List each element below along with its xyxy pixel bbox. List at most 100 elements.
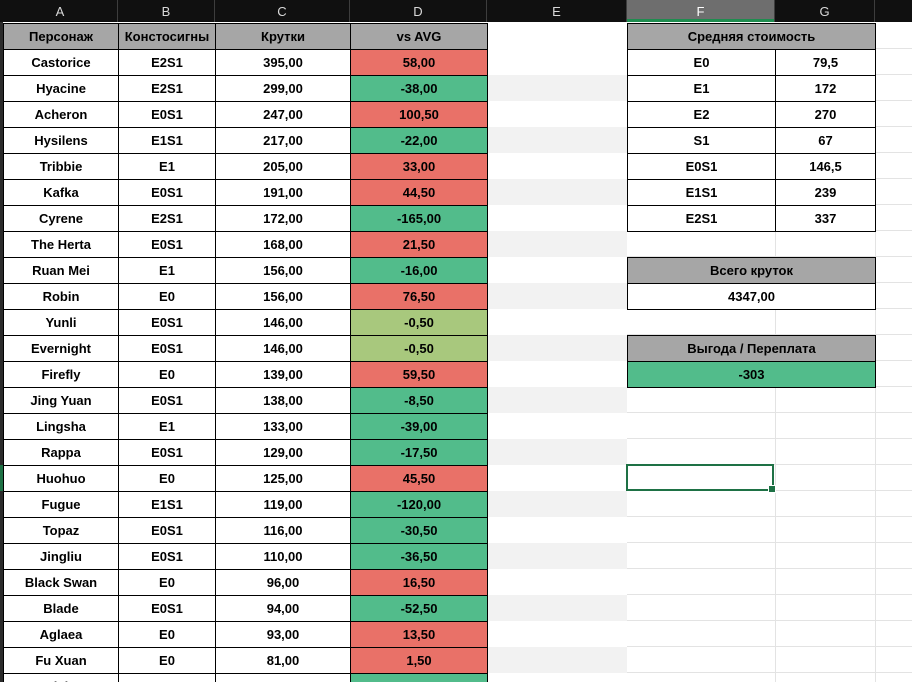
cell-character[interactable]: Kafka <box>4 180 119 206</box>
cell-pulls[interactable]: 395,00 <box>216 50 351 76</box>
avg-cost-value[interactable]: 270 <box>776 102 876 128</box>
cell-constellation[interactable]: E0 <box>119 648 216 674</box>
cell-pulls[interactable]: 119,00 <box>216 492 351 518</box>
cell-constellation[interactable]: E1 <box>119 258 216 284</box>
cell-constellation[interactable]: E0 <box>119 674 216 682</box>
avg-cost-value[interactable]: 79,5 <box>776 50 876 76</box>
column-header-f[interactable]: F <box>627 0 775 22</box>
cell-character[interactable]: Jingliu <box>4 544 119 570</box>
column-header-b[interactable]: B <box>118 0 215 22</box>
cell-character[interactable]: Rappa <box>4 440 119 466</box>
cell-pulls[interactable]: 172,00 <box>216 206 351 232</box>
cell-character[interactable]: Aglaea <box>4 622 119 648</box>
cell-pulls[interactable]: 96,00 <box>216 570 351 596</box>
cell-pulls[interactable]: 93,00 <box>216 622 351 648</box>
cell-vs-avg[interactable]: 100,50 <box>351 102 488 128</box>
cell-constellation[interactable]: E0 <box>119 622 216 648</box>
cell-constellation[interactable]: E0 <box>119 362 216 388</box>
cell-pulls[interactable]: 299,00 <box>216 76 351 102</box>
cell-vs-avg[interactable]: 59,50 <box>351 362 488 388</box>
cell-vs-avg[interactable]: -120,00 <box>351 492 488 518</box>
cell-vs-avg[interactable]: -16,00 <box>351 258 488 284</box>
cell-constellation[interactable]: E0 <box>119 284 216 310</box>
cell-character[interactable]: Feixiao <box>4 674 119 682</box>
selected-cell-outline[interactable] <box>626 464 776 493</box>
cell-character[interactable]: Yunli <box>4 310 119 336</box>
cell-constellation[interactable]: E0S1 <box>119 544 216 570</box>
cell-vs-avg[interactable]: -39,00 <box>351 414 488 440</box>
cell-character[interactable]: Blade <box>4 596 119 622</box>
cell-vs-avg[interactable]: -30,50 <box>351 518 488 544</box>
cell-character[interactable]: Hysilens <box>4 128 119 154</box>
column-header-e[interactable]: E <box>487 0 627 22</box>
cell-pulls[interactable]: 217,00 <box>216 128 351 154</box>
cell-vs-avg[interactable]: -52,50 <box>351 596 488 622</box>
avg-cost-value[interactable]: 337 <box>776 206 876 232</box>
cell-vs-avg[interactable]: -36,50 <box>351 544 488 570</box>
avg-cost-value[interactable]: 67 <box>776 128 876 154</box>
cell-constellation[interactable]: E0S1 <box>119 440 216 466</box>
cell-character[interactable]: Fu Xuan <box>4 648 119 674</box>
column-header-c[interactable]: C <box>215 0 350 22</box>
cell-character[interactable]: Tribbie <box>4 154 119 180</box>
cell-vs-avg[interactable]: 1,50 <box>351 648 488 674</box>
avg-cost-label[interactable]: E1 <box>628 76 776 102</box>
cell-constellation[interactable]: E0S1 <box>119 388 216 414</box>
cell-character[interactable]: Cyrene <box>4 206 119 232</box>
avg-cost-value[interactable]: 146,5 <box>776 154 876 180</box>
cell-constellation[interactable]: E0S1 <box>119 102 216 128</box>
cell-vs-avg[interactable]: -8,50 <box>351 674 488 682</box>
cell-pulls[interactable]: 94,00 <box>216 596 351 622</box>
cell-character[interactable]: Acheron <box>4 102 119 128</box>
cell-character[interactable]: Castorice <box>4 50 119 76</box>
avg-cost-value[interactable]: 239 <box>776 180 876 206</box>
cell-vs-avg[interactable]: 45,50 <box>351 466 488 492</box>
cell-character[interactable]: Huohuo <box>4 466 119 492</box>
cell-vs-avg[interactable]: -22,00 <box>351 128 488 154</box>
avg-cost-label[interactable]: E2S1 <box>628 206 776 232</box>
avg-cost-label[interactable]: E1S1 <box>628 180 776 206</box>
cell-pulls[interactable]: 191,00 <box>216 180 351 206</box>
cell-character[interactable]: Black Swan <box>4 570 119 596</box>
cell-character[interactable]: Firefly <box>4 362 119 388</box>
cell-vs-avg[interactable]: 76,50 <box>351 284 488 310</box>
column-header-a[interactable]: A <box>3 0 118 22</box>
cell-constellation[interactable]: E1 <box>119 414 216 440</box>
cell-constellation[interactable]: E1 <box>119 154 216 180</box>
avg-cost-value[interactable]: 172 <box>776 76 876 102</box>
cell-pulls[interactable]: 139,00 <box>216 362 351 388</box>
total-pulls-value[interactable]: 4347,00 <box>628 284 876 310</box>
cell-vs-avg[interactable]: 33,00 <box>351 154 488 180</box>
cell-pulls[interactable]: 133,00 <box>216 414 351 440</box>
cell-constellation[interactable]: E2S1 <box>119 206 216 232</box>
avg-cost-label[interactable]: S1 <box>628 128 776 154</box>
cell-pulls[interactable]: 138,00 <box>216 388 351 414</box>
cell-character[interactable]: Topaz <box>4 518 119 544</box>
cell-vs-avg[interactable]: 44,50 <box>351 180 488 206</box>
cell-character[interactable]: Ruan Mei <box>4 258 119 284</box>
cell-vs-avg[interactable]: 16,50 <box>351 570 488 596</box>
cell-character[interactable]: Lingsha <box>4 414 119 440</box>
cell-pulls[interactable]: 205,00 <box>216 154 351 180</box>
cell-pulls[interactable]: 125,00 <box>216 466 351 492</box>
cell-character[interactable]: Robin <box>4 284 119 310</box>
cell-vs-avg[interactable]: -0,50 <box>351 336 488 362</box>
cell-vs-avg[interactable]: -8,50 <box>351 388 488 414</box>
cell-character[interactable]: Jing Yuan <box>4 388 119 414</box>
cell-constellation[interactable]: E1S1 <box>119 492 216 518</box>
cell-constellation[interactable]: E0S1 <box>119 310 216 336</box>
cell-vs-avg[interactable]: -38,00 <box>351 76 488 102</box>
cell-constellation[interactable]: E0S1 <box>119 596 216 622</box>
cell-pulls[interactable]: 156,00 <box>216 284 351 310</box>
cell-pulls[interactable]: 129,00 <box>216 440 351 466</box>
cell-character[interactable]: Fugue <box>4 492 119 518</box>
column-header-g[interactable]: G <box>775 0 875 22</box>
cell-constellation[interactable]: E0S1 <box>119 232 216 258</box>
cell-pulls[interactable]: 116,00 <box>216 518 351 544</box>
cell-vs-avg[interactable]: 58,00 <box>351 50 488 76</box>
cell-pulls[interactable]: 110,00 <box>216 544 351 570</box>
cell-constellation[interactable]: E0 <box>119 466 216 492</box>
cell-vs-avg[interactable]: -165,00 <box>351 206 488 232</box>
cell-vs-avg[interactable]: -0,50 <box>351 310 488 336</box>
cell-pulls[interactable]: 81,00 <box>216 648 351 674</box>
